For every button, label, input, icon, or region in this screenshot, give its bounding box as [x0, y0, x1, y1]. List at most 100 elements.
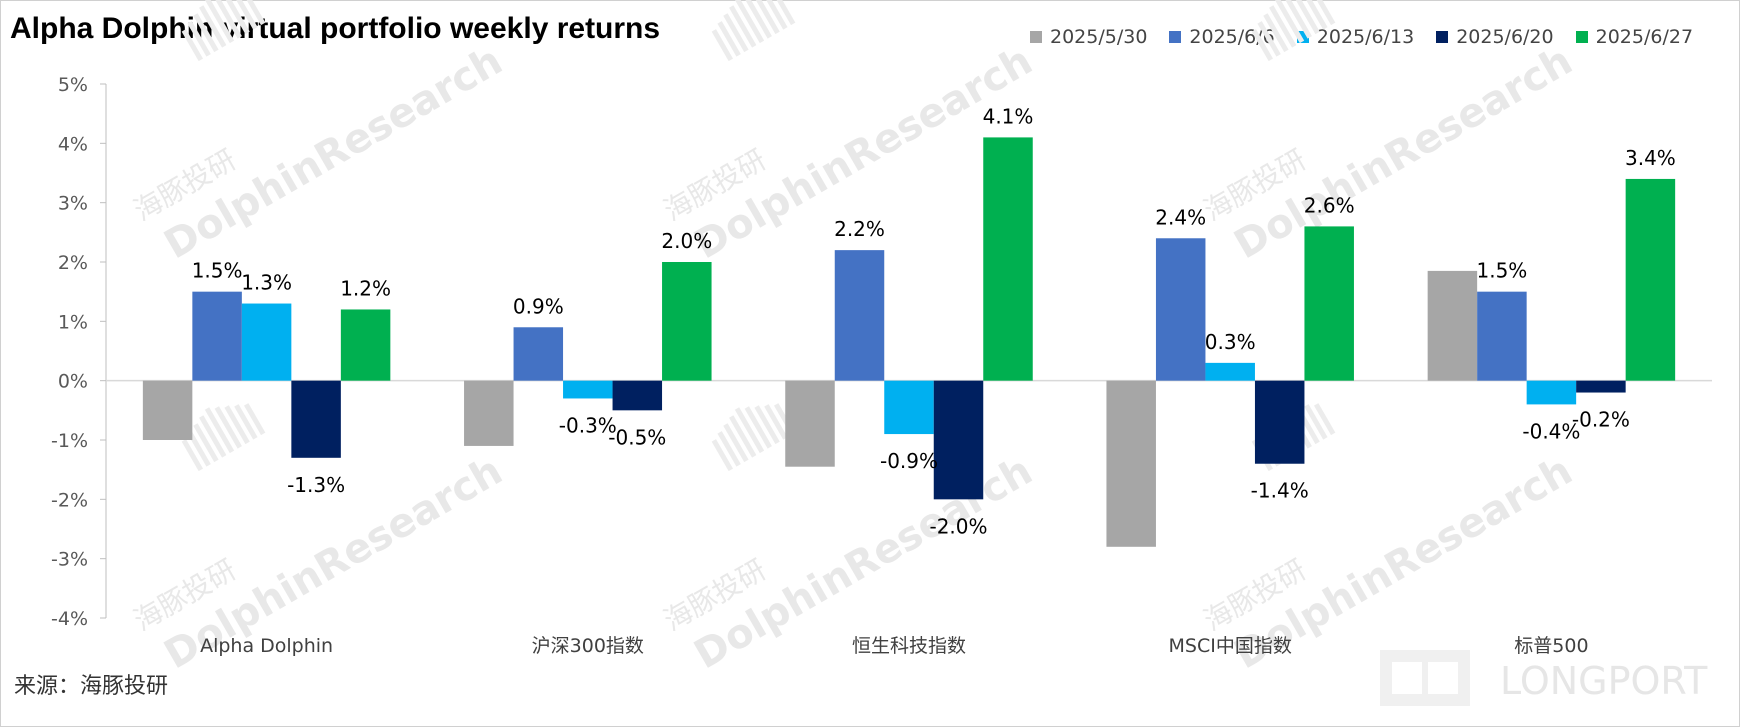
- watermark-bar: [717, 431, 741, 467]
- legend-label: 2025/6/20: [1456, 26, 1554, 48]
- data-label: -0.2%: [1572, 408, 1630, 432]
- legend-swatch: [1169, 31, 1182, 43]
- watermark-bar: [717, 21, 741, 57]
- y-tick-label: 0%: [58, 371, 88, 393]
- x-category-label: 标普500: [1514, 635, 1588, 657]
- bar: [1427, 270, 1478, 381]
- watermark-bar: [744, 406, 772, 449]
- watermark-bar: [754, 0, 780, 35]
- watermark-bar: [234, 404, 258, 440]
- data-label: 3.4%: [1625, 146, 1676, 170]
- watermark-bar: [181, 29, 203, 62]
- watermark-bar: [1284, 0, 1312, 39]
- bar: [1155, 238, 1206, 381]
- legend-label: 2025/6/13: [1316, 26, 1415, 48]
- bar: [464, 380, 514, 446]
- y-tick-label: -4%: [51, 608, 88, 630]
- bar: [563, 380, 613, 399]
- x-category-label: Alpha Dolphin: [200, 635, 333, 657]
- x-category-label: 沪深300指数: [532, 635, 644, 657]
- watermark-bar: [1257, 21, 1281, 57]
- legend-swatch: [1575, 31, 1588, 43]
- chart-title: Alpha Dolphin virtual portfolio weekly r…: [10, 12, 661, 45]
- bar: [662, 262, 712, 381]
- legend-label: 2025/6/27: [1595, 26, 1694, 48]
- watermark-bar: [744, 0, 772, 39]
- data-label: 2.0%: [661, 229, 712, 253]
- bars-layer: [142, 137, 1676, 547]
- data-label: -0.3%: [559, 413, 617, 437]
- y-tick-label: 2%: [58, 252, 88, 274]
- watermark-bar: [244, 403, 266, 436]
- y-tick-label: -1%: [51, 430, 88, 452]
- legend-swatch: [1030, 31, 1042, 43]
- watermark-bar: [764, 404, 788, 440]
- watermark-bar: [754, 405, 780, 445]
- axis-layer: -4% -3% -2% -1% 0% 1% 2% 3% 4% 5% Alpha Dolphin 沪深3…: [51, 74, 1712, 657]
- watermark-bar: [187, 21, 211, 57]
- data-label: -0.9%: [880, 449, 938, 473]
- watermark-bar: [199, 415, 227, 458]
- y-tick-label: 3%: [58, 193, 88, 215]
- data-label: 0.9%: [513, 294, 564, 318]
- watermark-bar: [234, 0, 258, 30]
- watermark-bar: [1263, 13, 1289, 53]
- watermark-bar: [1314, 0, 1336, 26]
- data-label: -0.5%: [608, 425, 666, 449]
- watermark-bar: [723, 13, 749, 53]
- bar: [1106, 380, 1156, 547]
- y-tick-label: -2%: [51, 489, 88, 511]
- legend-item: 2025/6/20: [1436, 26, 1554, 48]
- watermark-bar: [214, 406, 242, 449]
- labels-layer: 1.5%1.3%-1.3%1.2%0.9%-0.3%-0.5%2.0% 2.2%-…: [192, 104, 1676, 538]
- longport-logo-text: LONGPORT: [1500, 659, 1708, 703]
- source-note: 来源：海豚投研: [14, 674, 169, 699]
- watermark-bar: [244, 0, 266, 26]
- data-label: 1.5%: [1476, 259, 1527, 283]
- bar: [1477, 291, 1527, 381]
- watermark-bar: [1269, 5, 1297, 48]
- bar: [933, 380, 984, 500]
- bar: [785, 380, 835, 467]
- watermark-bar: [764, 0, 788, 30]
- data-label: 0.3%: [1205, 330, 1256, 354]
- watermark-bar: [181, 439, 203, 472]
- watermark-bar: [193, 423, 219, 463]
- watermark-bar: [1304, 404, 1328, 440]
- data-label: -1.3%: [287, 473, 345, 497]
- data-label: 1.2%: [340, 276, 391, 300]
- watermark-bar: [723, 423, 749, 463]
- watermark-bar: [214, 0, 242, 39]
- data-label: 1.5%: [192, 259, 243, 283]
- data-label: -2.0%: [929, 514, 987, 538]
- data-label: 1.3%: [241, 271, 292, 295]
- data-label: 2.6%: [1304, 193, 1355, 217]
- data-label: 2.4%: [1155, 205, 1206, 229]
- bar: [192, 291, 242, 381]
- y-tick-label: 1%: [58, 311, 88, 333]
- watermark-bar: [734, 407, 765, 454]
- bar: [1304, 226, 1354, 381]
- legend-item: 2025/5/30: [1030, 26, 1147, 48]
- watermark-bar: [774, 0, 796, 26]
- bar: [241, 303, 292, 381]
- bar: [1254, 380, 1305, 464]
- watermark-bar: [1251, 29, 1273, 62]
- legend-swatch: [1436, 31, 1449, 43]
- watermark-bar: [204, 0, 235, 44]
- bar: [834, 250, 885, 381]
- x-category-label: 恒生科技指数: [852, 635, 966, 657]
- watermark-bar: [224, 405, 250, 445]
- watermark-bar: [1314, 403, 1336, 436]
- watermark-bar: [734, 0, 765, 44]
- watermark-bar: [193, 13, 219, 53]
- watermark-bar: [204, 407, 235, 454]
- watermark-bar: [1304, 0, 1328, 30]
- data-label: -1.4%: [1251, 479, 1309, 503]
- data-label: 2.2%: [834, 217, 885, 241]
- longport-logo: LONGPORT: [1380, 650, 1708, 706]
